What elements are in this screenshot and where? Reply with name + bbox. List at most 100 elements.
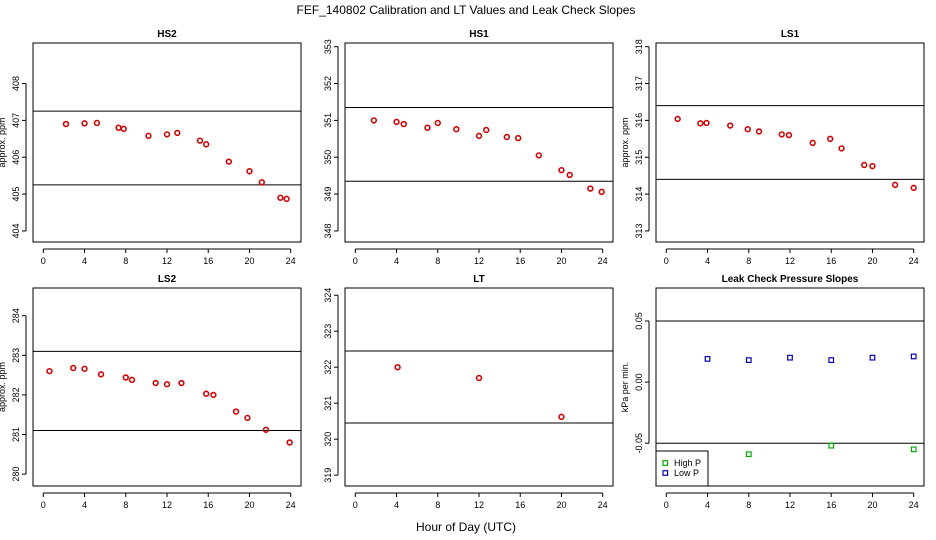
x-tick-label: 0: [41, 500, 46, 510]
x-tick-label: 8: [746, 256, 751, 266]
x-tick-label: 12: [785, 500, 795, 510]
data-point: [703, 119, 710, 127]
legend-label: High P: [674, 458, 701, 468]
panel-frame: [655, 287, 925, 487]
y-tick-label: 314: [634, 187, 644, 202]
data-point: [535, 152, 542, 159]
data-point: [826, 135, 834, 143]
x-tick-label: 20: [867, 500, 877, 510]
y-tick-label: 323: [323, 324, 333, 339]
panel-title: HS2: [157, 29, 177, 40]
panel-lt: LT 0 4 8 12 16 20 24 319 320 321 322 323 324: [323, 274, 614, 510]
figure-x-axis-label: Hour of Day (UTC): [416, 520, 516, 534]
legend-box: [655, 450, 709, 487]
x-tick-label: 4: [394, 500, 399, 510]
data-point: [514, 134, 522, 142]
data-point: [232, 408, 240, 415]
data-point: [598, 188, 605, 196]
x-tick-label: 16: [826, 500, 836, 510]
panel-hs1: HS1 0 4 8 12 16 20 24 348 349 350 351 352 353: [323, 29, 614, 266]
data-point: [174, 129, 181, 137]
x-tick-label: 12: [162, 500, 172, 510]
data-point: [128, 376, 136, 384]
data-point: [202, 141, 210, 148]
y-tick-label: 406: [11, 150, 21, 165]
x-tick-label: 24: [598, 256, 608, 266]
legend-marker: [662, 460, 669, 466]
data-point: [434, 119, 441, 127]
data-point-low-p: [910, 353, 917, 360]
panel-ls2: LS2 0 4 8 12 16 20 24 280 281 282 283 284 approx. ppm: [0, 274, 302, 510]
data-point: [475, 132, 483, 140]
panel-ls1: LS1 0 4 8 12 16 20 24 313 314 315 316 317 318 approx. …: [620, 29, 925, 266]
data-point: [81, 120, 88, 127]
y-tick-label: 318: [634, 39, 644, 54]
y-tick-label: 350: [323, 150, 333, 165]
y-tick-label: 0.00: [634, 373, 644, 391]
data-point-low-p: [828, 357, 835, 364]
data-point: [46, 367, 53, 375]
x-tick-label: 24: [286, 256, 296, 266]
legend-marker: [662, 470, 669, 476]
data-point: [697, 120, 704, 127]
y-axis-label: approx. ppm: [0, 362, 7, 412]
y-axis-label: kPa per min.: [620, 362, 630, 413]
legend-label: Low P: [674, 468, 699, 478]
x-tick-label: 24: [909, 256, 919, 266]
panel-title: LS1: [781, 29, 800, 40]
data-point: [246, 168, 253, 175]
y-tick-label: 281: [11, 427, 21, 442]
panel-title: HS1: [469, 29, 489, 40]
y-tick-label: 313: [634, 223, 644, 238]
x-tick-label: 16: [515, 500, 525, 510]
panel-title: LT: [473, 274, 484, 285]
data-point: [258, 179, 266, 186]
data-point: [566, 171, 573, 179]
data-point: [81, 365, 88, 372]
x-tick-label: 4: [82, 256, 87, 266]
y-tick-label: 280: [11, 467, 21, 482]
y-tick-label: 322: [323, 360, 333, 375]
y-tick-label: 316: [634, 113, 644, 128]
data-point: [424, 124, 431, 131]
x-tick-label: 4: [82, 500, 87, 510]
y-tick-label: 317: [634, 76, 644, 91]
x-tick-label: 4: [394, 256, 399, 266]
y-tick-label: 324: [323, 288, 333, 303]
data-point: [225, 158, 233, 165]
data-point: [785, 131, 793, 139]
data-point: [453, 126, 460, 133]
panel-frame: [344, 287, 614, 487]
y-tick-label: 320: [323, 432, 333, 447]
data-point: [283, 195, 290, 203]
y-axis-label: approx. ppm: [0, 117, 7, 167]
x-tick-label: 20: [244, 500, 254, 510]
y-tick-label: 349: [323, 187, 333, 202]
x-tick-label: 0: [353, 500, 358, 510]
x-tick-label: 0: [353, 256, 358, 266]
x-tick-label: 0: [664, 256, 669, 266]
x-tick-label: 16: [203, 500, 213, 510]
y-tick-label: 353: [323, 39, 333, 54]
data-point: [210, 391, 217, 399]
data-point: [483, 126, 490, 134]
data-point-low-p: [704, 355, 711, 362]
data-point: [558, 166, 565, 174]
x-tick-label: 12: [785, 256, 795, 266]
x-tick-label: 8: [435, 256, 440, 266]
x-tick-label: 20: [556, 500, 566, 510]
x-tick-label: 8: [123, 256, 128, 266]
panel-frame: [32, 287, 302, 487]
data-point: [861, 161, 868, 169]
x-tick-label: 0: [41, 256, 46, 266]
data-point-high-p: [828, 442, 835, 449]
data-point: [674, 115, 681, 123]
x-tick-label: 20: [556, 256, 566, 266]
y-axis-label: approx. ppm: [620, 117, 630, 167]
y-tick-label: 405: [11, 187, 21, 202]
data-point-low-p: [787, 354, 793, 361]
y-tick-label: 348: [323, 223, 333, 238]
panel-leak: Leak Check Pressure Slopes 0 4 8 12 16 20 24 -0.…: [620, 274, 925, 510]
x-tick-label: 24: [598, 500, 608, 510]
